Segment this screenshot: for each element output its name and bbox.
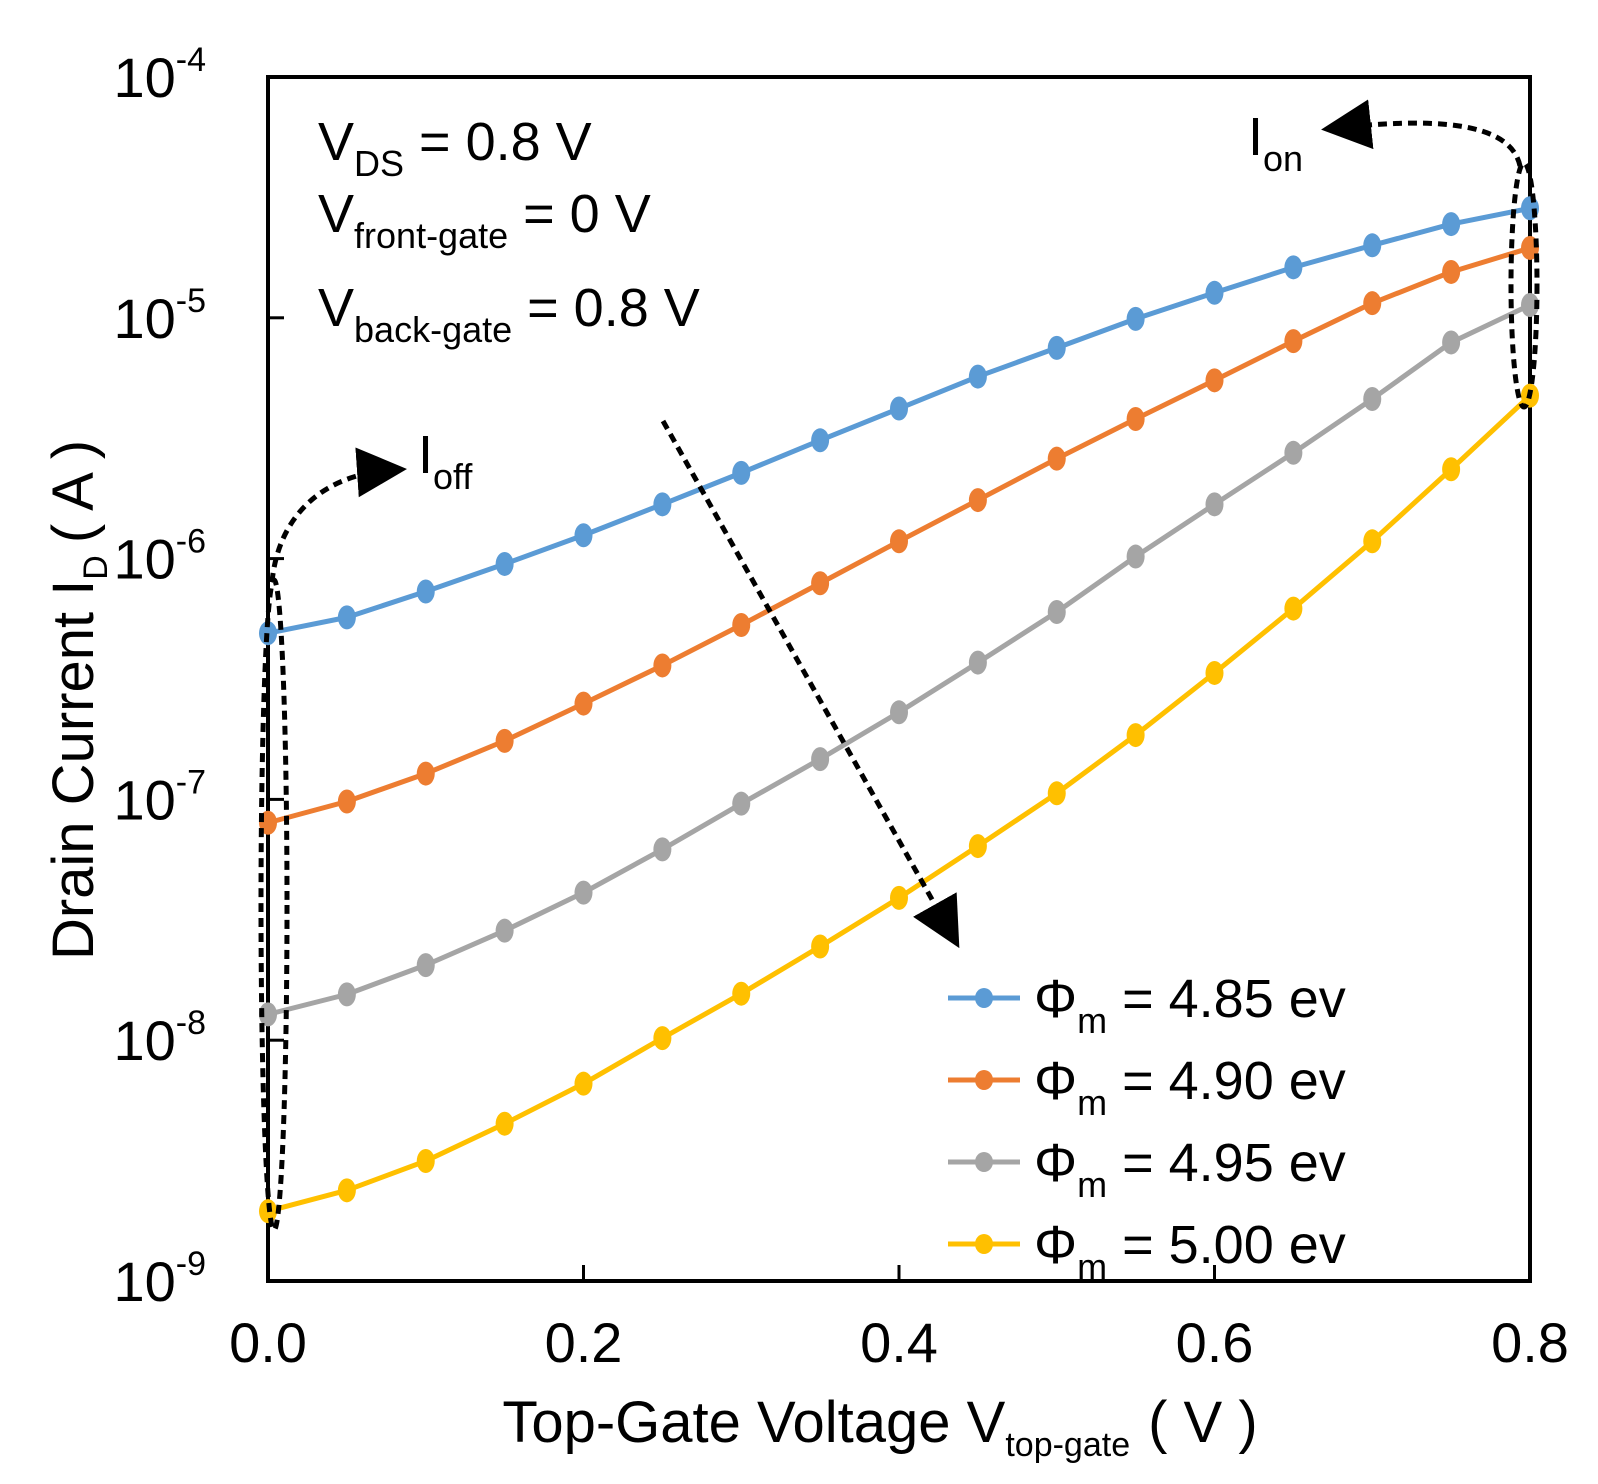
legend-label: Φm = 5.00 ev <box>1034 1215 1346 1287</box>
ion-ellipse <box>1508 160 1540 410</box>
legend-label: Φm = 4.90 ev <box>1034 1051 1346 1123</box>
x-tick-label: 0.2 <box>545 1311 623 1374</box>
data-point <box>1363 529 1382 554</box>
data-point <box>653 837 672 862</box>
legend-label: Φm = 4.85 ev <box>1034 969 1346 1041</box>
y-tick-label: 10-5 <box>113 282 206 350</box>
data-point <box>732 460 751 485</box>
data-point <box>495 918 514 943</box>
y-axis-title: Drain Current ID( A ) <box>41 440 115 960</box>
legend-label: Φm = 4.95 ev <box>1034 1133 1346 1205</box>
data-point <box>1047 446 1066 471</box>
data-point <box>1047 335 1066 360</box>
data-point <box>1442 212 1461 237</box>
data-point <box>653 653 672 678</box>
data-point <box>1363 387 1382 412</box>
x-axis-ticks: 0.0 0.2 0.4 0.6 0.8 <box>229 1265 1569 1374</box>
data-point <box>968 488 987 513</box>
data-point <box>732 981 751 1006</box>
data-point <box>968 364 987 389</box>
data-point <box>811 934 830 959</box>
series-group <box>259 196 1539 1224</box>
data-point <box>574 880 593 905</box>
data-point <box>1521 293 1539 318</box>
y-tick-label: 10-7 <box>113 763 206 831</box>
data-point <box>1205 492 1224 517</box>
condition-vfront-gate: Vfront-gate = 0 V <box>318 184 651 256</box>
data-point <box>811 428 830 453</box>
data-point <box>1205 280 1224 305</box>
data-point <box>574 523 593 548</box>
data-point <box>495 551 514 576</box>
data-point <box>1284 440 1303 465</box>
data-point <box>1047 781 1066 806</box>
data-point <box>1442 457 1461 482</box>
ioff-ellipse <box>258 577 290 1233</box>
y-tick-label: 10-6 <box>113 523 206 591</box>
data-point <box>1126 544 1145 569</box>
ion-label: Ion <box>1248 107 1303 179</box>
legend-swatch-marker <box>975 1070 993 1090</box>
y-tick-label: 10-9 <box>113 1245 206 1313</box>
data-point <box>495 728 514 753</box>
x-tick-label: 0.8 <box>1491 1311 1569 1374</box>
data-point <box>968 834 987 859</box>
data-point <box>890 700 908 725</box>
data-point <box>416 579 435 604</box>
ion-curved-arrow <box>1321 99 1523 167</box>
data-point <box>1363 233 1382 258</box>
data-point <box>1284 255 1303 280</box>
legend-swatch-marker <box>975 1234 993 1254</box>
data-point <box>1126 406 1145 431</box>
data-point <box>337 789 356 814</box>
data-point <box>653 492 672 517</box>
x-tick-label: 0.0 <box>229 1311 307 1374</box>
data-point <box>732 791 751 816</box>
ioff-curved-arrow <box>269 447 407 583</box>
data-point <box>1126 306 1145 331</box>
data-point <box>890 529 908 554</box>
ioff-label: Ioff <box>418 425 473 497</box>
data-point <box>811 747 830 772</box>
data-point <box>1442 330 1461 355</box>
data-point <box>732 612 751 637</box>
x-tick-label: 0.4 <box>860 1311 938 1374</box>
data-point <box>1363 291 1382 316</box>
y-tick-label: 10-4 <box>113 41 206 109</box>
x-axis-title: Top-Gate Voltage Vtop-gate( V ) <box>502 1390 1257 1464</box>
data-point <box>574 691 593 716</box>
data-point <box>1284 596 1303 621</box>
legend-swatch-marker <box>975 988 993 1008</box>
condition-vds: VDS = 0.8 V <box>318 112 592 184</box>
data-point <box>1205 660 1224 685</box>
data-point <box>1442 259 1461 284</box>
trend-arrow <box>660 419 960 949</box>
data-point <box>1284 329 1303 354</box>
data-point <box>416 1149 435 1174</box>
legend-swatch-marker <box>975 1152 993 1172</box>
data-point <box>416 761 435 786</box>
legend: Φm = 4.85 ev Φm = 4.90 ev Φm = 4.95 ev Φm =… <box>948 969 1346 1287</box>
data-point <box>1205 368 1224 393</box>
data-point <box>890 885 908 910</box>
data-point <box>416 953 435 978</box>
data-point <box>337 1178 356 1203</box>
data-point <box>574 1071 593 1096</box>
data-point <box>495 1111 514 1136</box>
data-point <box>1047 600 1066 625</box>
condition-vback-gate: Vback-gate = 0.8 V <box>318 278 700 350</box>
x-tick-label: 0.6 <box>1176 1311 1254 1374</box>
data-point <box>1126 723 1145 748</box>
data-point <box>337 982 356 1007</box>
data-point <box>653 1026 672 1051</box>
data-point <box>968 650 987 675</box>
data-point <box>337 605 356 630</box>
y-axis-ticks: 10-4 10-5 10-6 10-7 10-8 10-9 <box>113 41 284 1313</box>
data-point <box>811 571 830 596</box>
data-point <box>890 396 908 421</box>
y-tick-label: 10-8 <box>113 1004 206 1072</box>
